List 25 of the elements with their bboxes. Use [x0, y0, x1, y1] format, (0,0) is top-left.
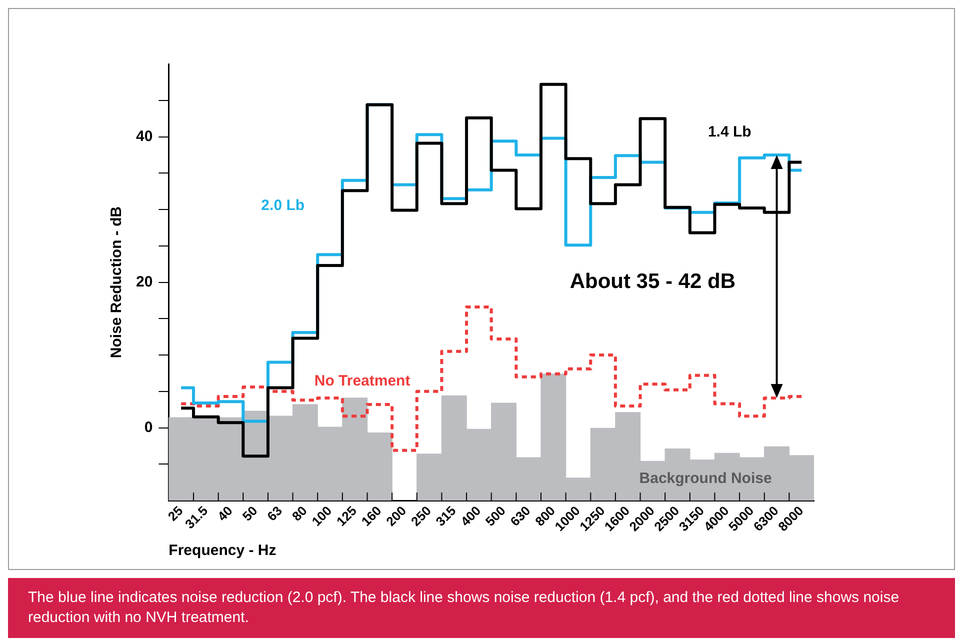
x-tick-label: 500	[482, 503, 508, 530]
x-tick-label: 50	[239, 503, 260, 524]
series-label: No Treatment	[314, 372, 410, 390]
y-tick-label: 20	[136, 273, 153, 290]
x-tick-label: 125	[334, 503, 360, 530]
x-tick-label: 63	[264, 503, 286, 524]
text: 1.4 Lb	[708, 124, 752, 141]
x-tick-label: 25	[164, 503, 186, 524]
x-tick-label: 80	[289, 503, 310, 524]
x-axis-title: Frequency - Hz	[168, 542, 276, 560]
annotation: About 35 - 42 dB	[570, 270, 736, 294]
x-tick-label: 160	[358, 503, 384, 530]
x-tick-label: 40	[214, 503, 236, 524]
x-tick-label: 200	[383, 503, 410, 530]
x-tick-label: 630	[507, 503, 534, 530]
text: The blue line indicates noise reduction (2.0 pcf). The black line shows noise reduction (1.4 pcf), and the red dotted line shows noise reduction with no NVH treatment.	[8, 578, 955, 638]
y-tick-label: 40	[136, 128, 153, 145]
y-axis-title: Noise Reduction - dB	[108, 206, 126, 358]
x-tick-label: 315	[432, 503, 459, 530]
x-tick-label: 100	[308, 503, 335, 530]
x-tick-label: 400	[458, 503, 484, 530]
x-tick-label: 250	[408, 503, 434, 530]
series-label: Background Noise	[639, 470, 772, 487]
y-tick-label: 0	[144, 418, 153, 436]
text: 2.0 Lb	[261, 197, 305, 214]
